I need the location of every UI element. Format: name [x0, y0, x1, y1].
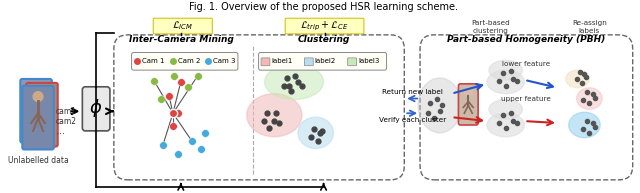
Text: Verify each cluster: Verify each cluster	[378, 117, 446, 123]
Ellipse shape	[418, 78, 461, 133]
FancyBboxPatch shape	[132, 52, 238, 70]
Text: $\mathcal{L}_{trip} + \mathcal{L}_{CE}$: $\mathcal{L}_{trip} + \mathcal{L}_{CE}$	[300, 19, 349, 33]
Text: Inter-Camera Mining: Inter-Camera Mining	[129, 35, 234, 44]
Text: label2: label2	[315, 58, 336, 64]
Circle shape	[465, 88, 472, 96]
FancyBboxPatch shape	[348, 58, 356, 66]
Text: Re-assign
labels: Re-assign labels	[572, 20, 607, 34]
FancyBboxPatch shape	[83, 87, 110, 131]
Text: Cam 2: Cam 2	[178, 58, 200, 64]
Text: Unlabelled data: Unlabelled data	[8, 156, 68, 165]
Text: label3: label3	[358, 58, 380, 64]
Ellipse shape	[489, 60, 522, 80]
FancyBboxPatch shape	[458, 84, 478, 125]
Text: label1: label1	[271, 58, 292, 64]
Text: $\phi$: $\phi$	[90, 97, 103, 119]
Text: upper feature: upper feature	[501, 96, 551, 102]
Circle shape	[33, 92, 43, 102]
Ellipse shape	[577, 88, 602, 109]
Text: Cam 3: Cam 3	[213, 58, 236, 64]
FancyBboxPatch shape	[420, 35, 633, 180]
Text: Part-based
clustering: Part-based clustering	[472, 20, 510, 34]
FancyBboxPatch shape	[153, 18, 212, 34]
Ellipse shape	[487, 113, 524, 137]
FancyBboxPatch shape	[305, 58, 313, 66]
FancyBboxPatch shape	[114, 35, 404, 180]
FancyBboxPatch shape	[22, 86, 54, 150]
FancyBboxPatch shape	[285, 18, 364, 34]
Text: lower feature: lower feature	[502, 61, 550, 67]
Text: Clustering: Clustering	[298, 35, 349, 44]
FancyBboxPatch shape	[26, 83, 58, 146]
Ellipse shape	[298, 117, 333, 148]
Text: Return new label: Return new label	[381, 89, 443, 95]
Ellipse shape	[264, 64, 324, 100]
Text: Cam 1: Cam 1	[143, 58, 165, 64]
FancyBboxPatch shape	[259, 52, 387, 70]
Ellipse shape	[569, 112, 600, 138]
Text: Part-based Homogeneity (PBH): Part-based Homogeneity (PBH)	[447, 35, 605, 44]
Text: $\mathcal{L}_{ICM}$: $\mathcal{L}_{ICM}$	[172, 20, 193, 32]
Ellipse shape	[489, 100, 522, 119]
Text: cam2: cam2	[56, 117, 77, 126]
FancyBboxPatch shape	[261, 58, 270, 66]
Ellipse shape	[566, 70, 589, 88]
Text: ...: ...	[56, 126, 65, 136]
Ellipse shape	[247, 94, 302, 137]
Text: cam1: cam1	[56, 107, 77, 116]
Ellipse shape	[487, 70, 524, 94]
Text: Fig. 1. Overview of the proposed HSR learning scheme.: Fig. 1. Overview of the proposed HSR lea…	[189, 3, 458, 12]
FancyBboxPatch shape	[20, 79, 52, 143]
